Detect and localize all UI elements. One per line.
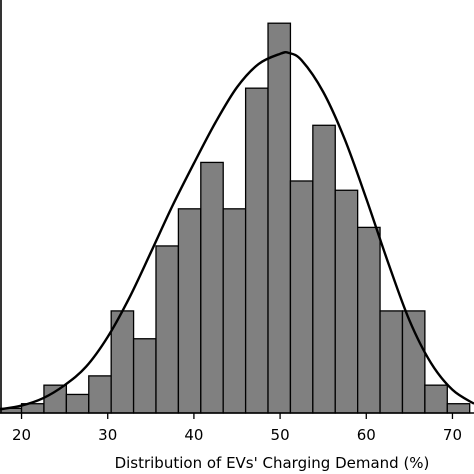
histogram-bar xyxy=(132,338,157,414)
histogram-bar xyxy=(289,180,314,414)
x-tick-label: 60 xyxy=(357,426,376,444)
histogram-bar xyxy=(65,393,90,414)
histogram-bar xyxy=(401,310,426,414)
histogram-bar xyxy=(379,310,404,414)
kde-curve xyxy=(0,51,474,411)
histogram-bar xyxy=(334,189,359,414)
x-ticks: 20 30 40 50 60 70 xyxy=(12,413,462,444)
histogram-bar xyxy=(424,384,448,414)
histogram-bar xyxy=(222,208,247,414)
histogram-bar xyxy=(43,384,68,414)
histogram-bar xyxy=(267,22,292,414)
histogram-bar xyxy=(244,87,269,414)
histogram-bar xyxy=(177,208,202,414)
histogram-bar xyxy=(446,403,471,414)
x-tick-label: 30 xyxy=(98,426,117,444)
bars-layer xyxy=(0,22,471,414)
x-tick-label: 50 xyxy=(271,426,290,444)
histogram-bar xyxy=(312,124,336,414)
histogram-bar xyxy=(200,161,224,414)
x-axis-title: Distribution of EVs' Charging Demand (%) xyxy=(115,454,430,472)
x-tick-label: 20 xyxy=(12,426,31,444)
histogram-bar xyxy=(357,226,381,414)
histogram-bar xyxy=(88,375,112,414)
histogram-bar xyxy=(155,245,180,414)
x-tick-label: 40 xyxy=(184,426,203,444)
x-tick-label: 70 xyxy=(443,426,462,444)
